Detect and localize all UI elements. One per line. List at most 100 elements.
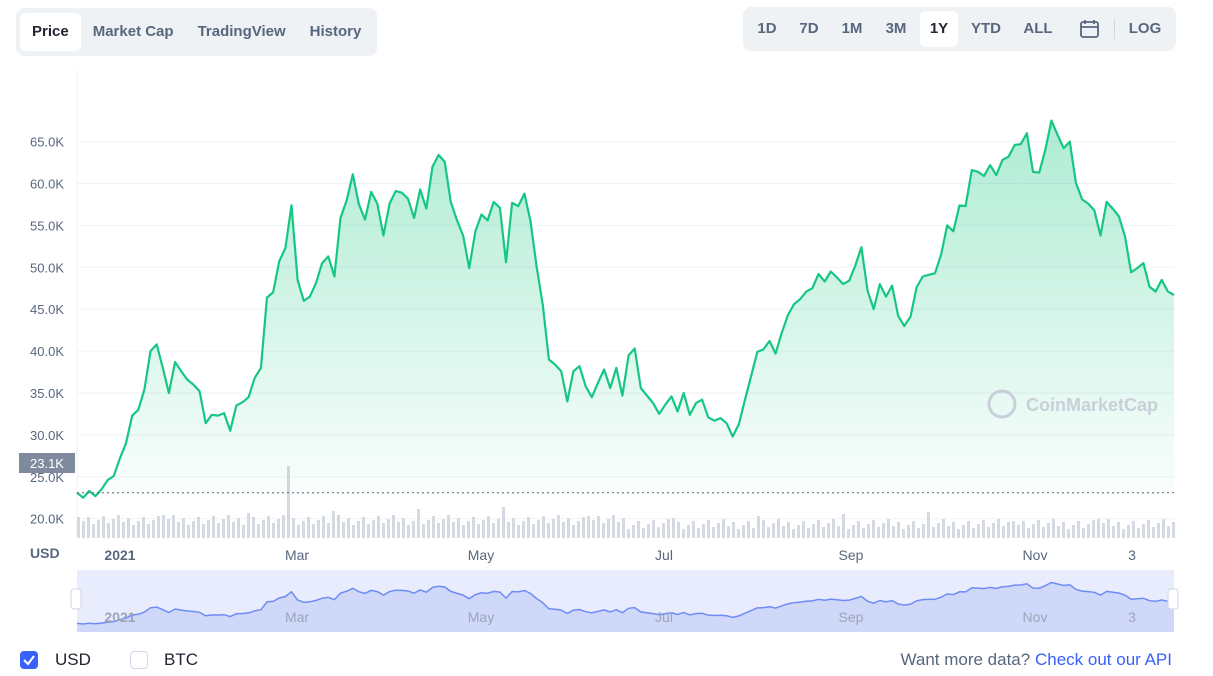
price-line bbox=[76, 119, 1175, 499]
volume-bar bbox=[827, 523, 830, 538]
volume-bar bbox=[302, 521, 305, 538]
volume-bar bbox=[1032, 524, 1035, 538]
range-7d[interactable]: 7D bbox=[799, 20, 819, 37]
navigator-right-handle[interactable] bbox=[1167, 588, 1179, 610]
volume-bar bbox=[707, 520, 710, 538]
y-tick-label: 45.0K bbox=[30, 302, 64, 317]
volume-bars bbox=[77, 466, 1175, 538]
volume-bar bbox=[147, 524, 150, 538]
volume-bar bbox=[267, 516, 270, 538]
volume-bar bbox=[257, 524, 260, 538]
volume-bar bbox=[1087, 524, 1090, 538]
volume-bar bbox=[542, 516, 545, 538]
volume-bar bbox=[87, 517, 90, 538]
navigator[interactable]: 2021 Mar May Jul Sep Nov 3 bbox=[70, 570, 1179, 632]
btc-label: BTC bbox=[164, 650, 198, 669]
volume-bar bbox=[177, 522, 180, 538]
volume-bar bbox=[112, 519, 115, 538]
volume-bar bbox=[237, 518, 240, 538]
volume-bar bbox=[927, 512, 930, 538]
y-tick-label: 40.0K bbox=[30, 344, 64, 359]
volume-bar bbox=[472, 517, 475, 538]
volume-bar bbox=[692, 521, 695, 538]
volume-bar bbox=[367, 524, 370, 538]
volume-bar bbox=[1027, 528, 1030, 538]
footer-bar: USD BTC Want more data? Check out our AP… bbox=[0, 644, 1213, 676]
navigator-line bbox=[76, 581, 1175, 625]
volume-bar bbox=[562, 522, 565, 538]
y-tick-label: 25.0K bbox=[30, 470, 64, 485]
volume-bar bbox=[1007, 522, 1010, 538]
range-ytd[interactable]: YTD bbox=[971, 20, 1001, 37]
y-tick-label: 60.0K bbox=[30, 177, 64, 192]
volume-bar bbox=[447, 515, 450, 538]
volume-bar bbox=[1132, 521, 1135, 538]
volume-bar bbox=[522, 521, 525, 538]
volume-bar bbox=[847, 529, 850, 538]
volume-bar bbox=[1117, 522, 1120, 538]
volume-bar bbox=[107, 523, 110, 538]
volume-bar bbox=[682, 529, 685, 538]
volume-bar bbox=[247, 513, 250, 538]
btc-checkbox[interactable] bbox=[130, 651, 148, 669]
volume-bar bbox=[407, 525, 410, 538]
volume-bar bbox=[487, 516, 490, 538]
volume-bar bbox=[642, 528, 645, 538]
volume-bar bbox=[742, 525, 745, 538]
tab-tradingview[interactable]: TradingView bbox=[197, 23, 286, 40]
tab-market-cap[interactable]: Market Cap bbox=[92, 23, 174, 40]
navigator-left-handle[interactable] bbox=[70, 588, 82, 610]
calendar-button[interactable] bbox=[1071, 11, 1107, 47]
volume-bar bbox=[197, 517, 200, 538]
range-divider bbox=[1114, 19, 1115, 39]
volume-bar bbox=[1137, 528, 1140, 538]
range-all[interactable]: ALL bbox=[1023, 20, 1053, 37]
volume-bar bbox=[717, 523, 720, 538]
volume-bar bbox=[747, 521, 750, 538]
price-area bbox=[77, 120, 1174, 498]
volume-bar bbox=[1082, 528, 1085, 538]
log-scale-toggle[interactable]: LOG bbox=[1128, 20, 1162, 37]
volume-bar bbox=[242, 525, 245, 538]
range-1m[interactable]: 1M bbox=[841, 20, 863, 37]
volume-bar bbox=[592, 520, 595, 538]
volume-bar bbox=[142, 517, 145, 538]
volume-bar bbox=[982, 520, 985, 538]
x-tick-label: May bbox=[468, 547, 494, 563]
volume-bar bbox=[517, 525, 520, 538]
range-3m[interactable]: 3M bbox=[885, 20, 907, 37]
volume-bar bbox=[427, 520, 430, 538]
usd-checkbox[interactable] bbox=[20, 651, 38, 669]
tab-price[interactable]: Price bbox=[20, 13, 81, 51]
volume-bar bbox=[872, 520, 875, 538]
more-data-prompt: Want more data? bbox=[900, 650, 1031, 669]
volume-bar bbox=[352, 525, 355, 538]
volume-bar bbox=[207, 520, 210, 538]
api-link[interactable]: Check out our API bbox=[1034, 650, 1172, 669]
volume-bar bbox=[1002, 526, 1005, 538]
volume-bar bbox=[802, 521, 805, 538]
volume-bar bbox=[212, 516, 215, 538]
volume-bar bbox=[502, 507, 505, 538]
volume-bar bbox=[757, 516, 760, 538]
range-1y[interactable]: 1Y bbox=[920, 11, 958, 47]
range-1d[interactable]: 1D bbox=[757, 20, 777, 37]
volume-bar bbox=[372, 520, 375, 538]
volume-bar bbox=[232, 522, 235, 538]
volume-bar bbox=[157, 516, 160, 538]
volume-bar bbox=[882, 523, 885, 538]
volume-bar bbox=[1012, 521, 1015, 538]
volume-bar bbox=[822, 527, 825, 538]
y-axis-currency: USD bbox=[30, 545, 60, 561]
volume-bar bbox=[962, 525, 965, 538]
volume-bar bbox=[732, 522, 735, 538]
volume-bar bbox=[637, 521, 640, 538]
watermark: CoinMarketCap bbox=[987, 389, 1158, 419]
volume-bar bbox=[767, 527, 770, 538]
volume-bar bbox=[817, 520, 820, 538]
tab-history[interactable]: History bbox=[309, 23, 362, 40]
volume-bar bbox=[397, 522, 400, 538]
x-tick-label: 2021 bbox=[104, 547, 135, 563]
volume-bar bbox=[297, 525, 300, 538]
volume-bar bbox=[1052, 519, 1055, 538]
